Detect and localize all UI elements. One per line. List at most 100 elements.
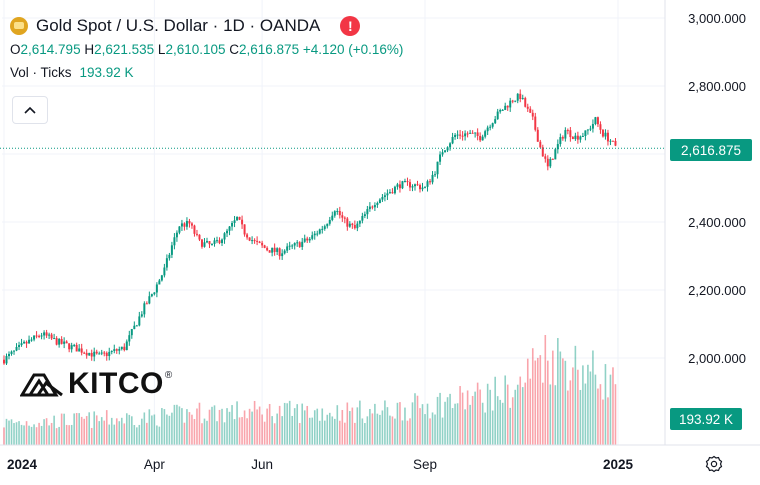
y-tick-label: 3,000.000 [688, 11, 746, 26]
candle-body [83, 352, 86, 354]
candle-body [303, 238, 306, 242]
volume-bar [30, 426, 33, 445]
candle-body [571, 137, 574, 139]
volume-bar [65, 424, 68, 445]
volume-bar [421, 404, 424, 445]
volume-bar [113, 424, 116, 445]
candle-body [248, 237, 251, 241]
candle-body [444, 150, 447, 153]
settings-button[interactable] [703, 453, 725, 475]
candle-body [421, 187, 424, 190]
collapse-legend-button[interactable] [12, 96, 48, 124]
candle-body [60, 338, 63, 344]
candle-body [185, 221, 188, 227]
candle-body [316, 233, 319, 235]
logo-text: KITCO [68, 367, 164, 400]
candle-body [286, 246, 289, 251]
volume-bar [283, 402, 286, 445]
volume-bar [441, 417, 444, 445]
volume-bar [228, 411, 231, 445]
candle-body [258, 241, 261, 243]
candle-body [175, 232, 178, 238]
volume-bar [85, 416, 88, 445]
volume-bar [379, 414, 381, 445]
volume-bar [133, 425, 136, 445]
candle-body [38, 335, 41, 337]
symbol-title[interactable]: Gold Spot / U.S. Dollar · 1D · OANDA [36, 16, 321, 35]
volume-bar [459, 386, 461, 445]
volume-bar [48, 425, 50, 445]
candle-body [544, 156, 547, 159]
volume-bar [366, 416, 369, 445]
candle-body [484, 131, 487, 137]
volume-bar [494, 376, 496, 445]
volume-bar [466, 390, 469, 445]
candle-body [526, 106, 529, 109]
volume-bar [73, 413, 75, 445]
candle-body [401, 181, 404, 189]
candle-body [23, 341, 26, 344]
candle-body [581, 136, 584, 138]
volume-bar [105, 410, 108, 445]
candle-body [388, 192, 391, 194]
volume-bar [496, 396, 499, 445]
candle-body [103, 352, 106, 354]
candle-body [336, 210, 339, 212]
volume-bar [431, 412, 434, 445]
candle-body [611, 140, 614, 142]
exclamation-icon[interactable]: ! [340, 16, 361, 36]
volume-bar [108, 424, 111, 445]
volume-legend: Vol · Ticks 193.92 K [10, 65, 403, 80]
volume-bar [276, 413, 278, 445]
candle-body [100, 352, 103, 354]
candle-body [486, 127, 489, 132]
volume-bar [171, 412, 173, 445]
volume-bar [552, 350, 554, 445]
volume-bar [231, 405, 233, 445]
volume-bar [316, 408, 319, 445]
volume-bar [451, 408, 454, 445]
volume-bar [341, 409, 344, 445]
candle-body [429, 181, 432, 183]
candle-body [331, 215, 334, 220]
candle-body [15, 346, 18, 351]
volume-bar [103, 420, 106, 445]
candle-body [105, 352, 108, 357]
volume-bar [579, 389, 582, 445]
candle-body [361, 216, 364, 221]
candle-body [70, 345, 73, 350]
candle-body [318, 229, 321, 234]
volume-bar [226, 408, 228, 445]
volume-bar [83, 418, 85, 445]
volume-bar [321, 408, 324, 445]
volume-bar [251, 411, 253, 445]
candle-body [130, 329, 133, 336]
ohlc-values: O2,614.795 H2,621.535 L2,610.105 C2,616.… [10, 42, 404, 57]
candle-body [426, 181, 429, 187]
candle-body [451, 137, 454, 144]
volume-bar [491, 410, 494, 445]
candle-body [55, 338, 58, 345]
candle-body [153, 292, 156, 295]
candle-body [195, 233, 198, 235]
volume-bar [569, 380, 572, 445]
candle-body [281, 253, 284, 257]
volume-bar [501, 402, 504, 445]
volume-bar [148, 409, 151, 445]
volume-bar [15, 422, 18, 445]
candle-body [228, 226, 231, 231]
candle-body [88, 352, 91, 356]
volume-bar [547, 360, 549, 445]
x-tick-label: 2024 [7, 457, 38, 472]
volume-bar [574, 345, 577, 445]
volume-bar [138, 424, 141, 445]
candle-body [256, 240, 259, 242]
candle-body [373, 204, 376, 208]
candle-body [205, 241, 208, 243]
candle-body [481, 136, 484, 141]
volume-bar [424, 414, 426, 445]
candle-body [441, 152, 444, 155]
volume-value: 193.92 K [79, 65, 134, 80]
candle-body [120, 346, 123, 350]
